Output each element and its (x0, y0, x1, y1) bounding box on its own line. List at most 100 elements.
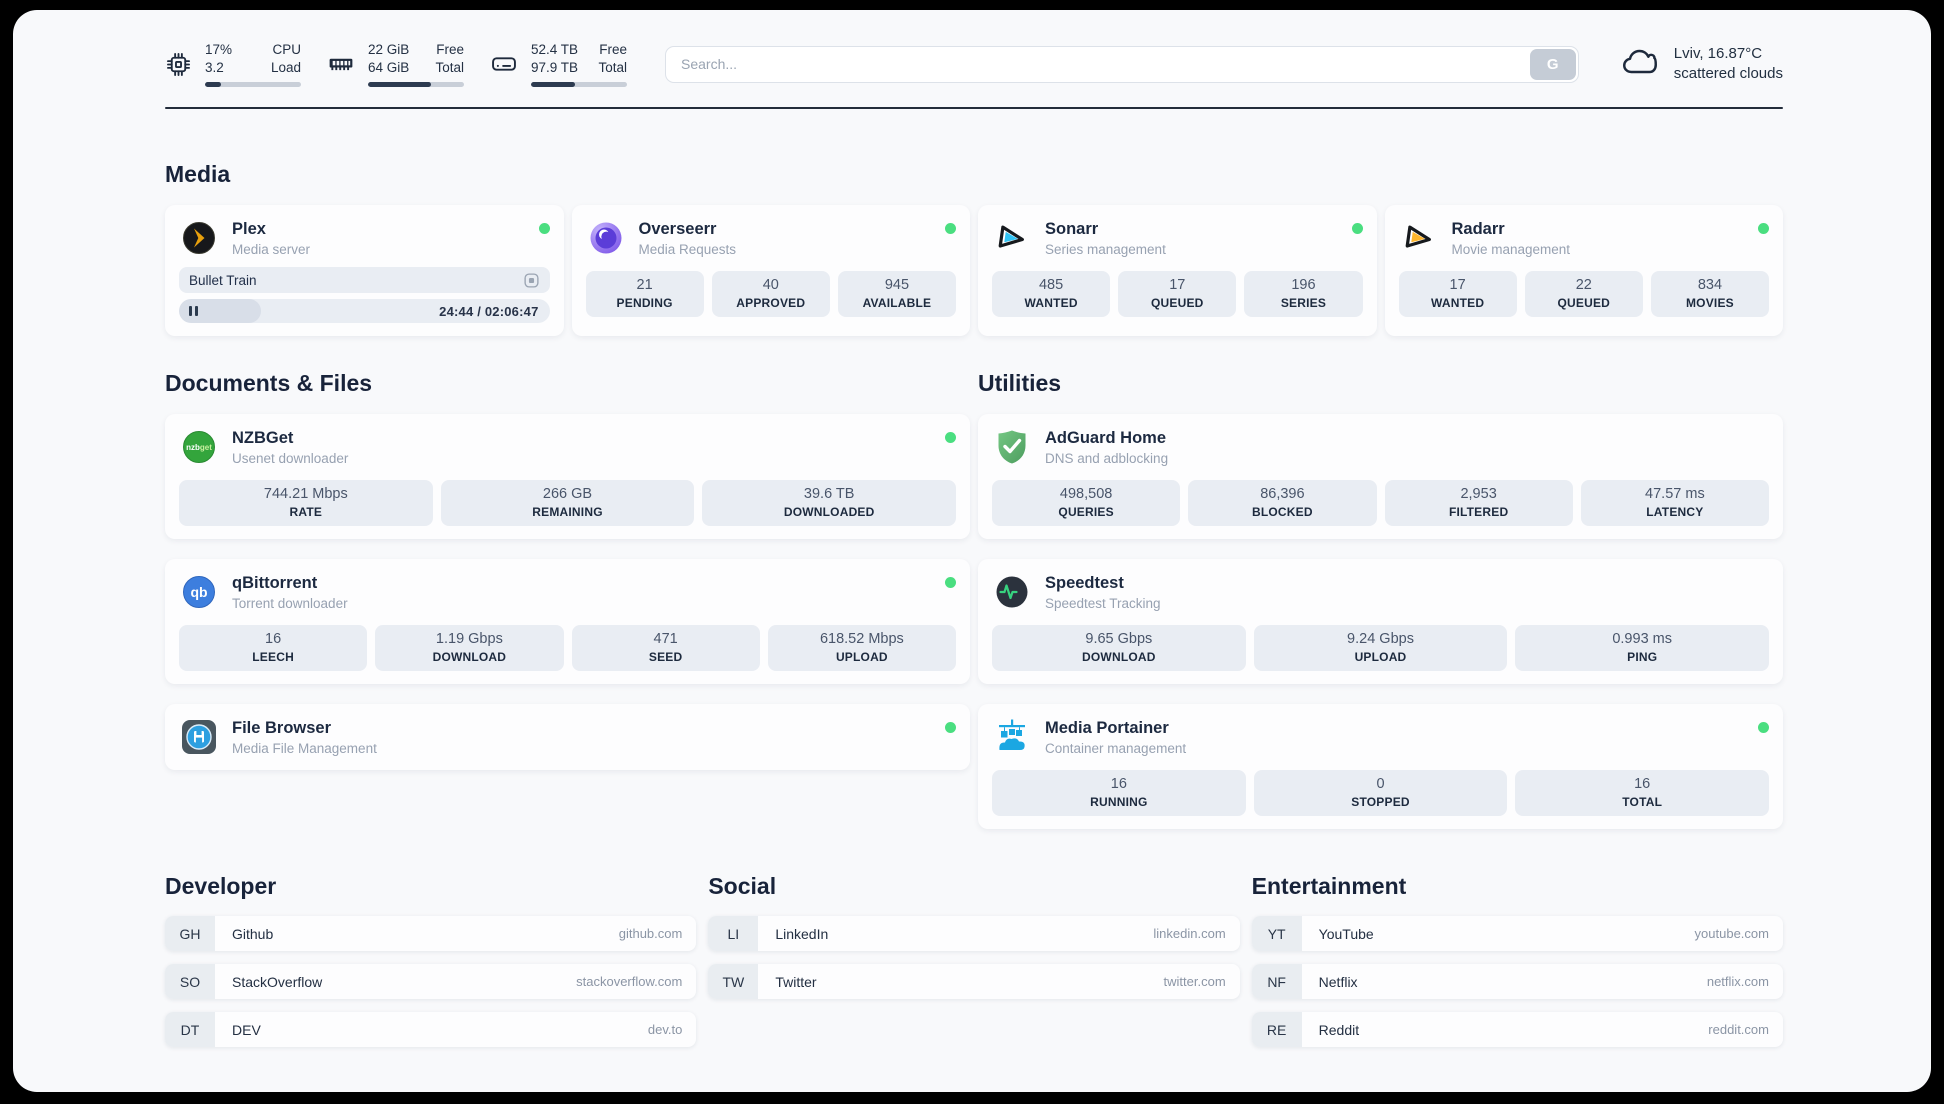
app-card-radarr[interactable]: Radarr Movie management 17 WANTED 22 QUEUE… (1384, 205, 1783, 336)
bookmark-abbr: RE (1251, 1012, 1302, 1047)
plex-icon (179, 218, 219, 258)
stat-queued: 17 QUEUED (1118, 271, 1237, 317)
search-bar: G (665, 45, 1579, 83)
app-card-filebrowser[interactable]: File Browser Media File Management (165, 704, 970, 770)
app-card-adguard[interactable]: AdGuard Home DNS and adblocking 498,508 Q… (978, 414, 1783, 539)
playback-progress-fill (179, 299, 262, 323)
bookmark-name: Netflix (1318, 973, 1358, 990)
stat-ping: 0.993 ms PING (1515, 625, 1770, 671)
section-title-documents: Documents & Files (165, 370, 373, 396)
stat-wanted: 17 WANTED (1398, 271, 1517, 317)
stat-series: 196 SERIES (1244, 271, 1363, 317)
dashboard-frame: 17% CPU 3.2 Load 22 GiB Free 64 GiB To (13, 10, 1931, 1092)
stat-remaining: 266 GB REMAINING (440, 480, 695, 526)
app-title: Speedtest (1045, 574, 1124, 592)
disk-free-value: 52.4 TB (531, 41, 579, 57)
stat-upload: 9.24 Gbps UPLOAD (1253, 625, 1508, 671)
app-card-sonarr[interactable]: Sonarr Series management 485 WANTED 17 QUE… (978, 205, 1377, 336)
bookmarks-social: Social LI LinkedIn linkedin.com TW Twitt… (708, 873, 1240, 1060)
now-playing-title: Bullet Train (189, 272, 257, 288)
bookmark-netflix[interactable]: NF Netflix netflix.com (1251, 964, 1783, 999)
stat-queued: 22 QUEUED (1524, 271, 1643, 317)
ram-resource-widget: 22 GiB Free 64 GiB Total (327, 41, 464, 88)
app-title: NZBGet (232, 429, 294, 447)
stat-movies: 834 MOVIES (1650, 271, 1770, 317)
app-card-portainer[interactable]: Media Portainer Container management 16 R… (978, 704, 1783, 829)
bookmark-stackoverflow[interactable]: SO StackOverflow stackoverflow.com (165, 964, 697, 999)
section-title-utilities: Utilities (978, 370, 1062, 396)
stat-rate: 744.21 Mbps RATE (179, 480, 433, 526)
playback-time: 24:44 / 02:06:47 (439, 303, 539, 319)
app-title: Radarr (1451, 220, 1505, 238)
bookmark-dev[interactable]: DT DEV dev.to (165, 1012, 697, 1047)
search-input[interactable] (665, 45, 1579, 83)
app-card-overseerr[interactable]: Overseerr Media Requests 21 PENDING 40 APP… (571, 205, 970, 336)
stop-button[interactable] (523, 272, 540, 289)
bookmark-youtube[interactable]: YT YouTube youtube.com (1251, 916, 1783, 951)
bookmark-name: DEV (232, 1021, 261, 1038)
stat-download: 1.19 Gbps DOWNLOAD (375, 625, 564, 671)
app-card-speedtest[interactable]: Speedtest Speedtest Tracking 9.65 Gbps DO… (978, 559, 1783, 684)
section-title-media: Media (165, 161, 231, 187)
cpu-resource-widget: 17% CPU 3.2 Load (165, 41, 301, 88)
status-online-dot (945, 577, 956, 588)
bookmark-abbr: LI (708, 916, 759, 951)
stat-leech: 16 LEECH (179, 625, 368, 671)
stat-running: 16 RUNNING (992, 770, 1246, 816)
radarr-icon (1399, 218, 1439, 258)
bookmark-twitter[interactable]: TW Twitter twitter.com (708, 964, 1240, 999)
overseerr-icon (586, 218, 626, 258)
status-online-dot (945, 722, 956, 733)
status-online-dot (1758, 223, 1769, 234)
app-subtitle: Container management (1045, 740, 1187, 756)
bookmark-url: dev.to (647, 1022, 683, 1037)
bookmarks-entertainment: Entertainment YT YouTube youtube.com NF … (1251, 873, 1783, 1060)
stat-downloaded: 39.6 TB DOWNLOADED (702, 480, 957, 526)
search-provider-button[interactable]: G (1529, 48, 1576, 80)
disk-total-label: Total (598, 59, 627, 75)
section-title-entertainment: Entertainment (1251, 873, 1407, 899)
ram-progress-bar (368, 82, 464, 88)
stat-upload: 618.52 Mbps UPLOAD (767, 625, 956, 671)
status-online-dot (1351, 223, 1363, 234)
nzbget-icon: nzbget (179, 427, 219, 467)
app-subtitle: Speedtest Tracking (1045, 595, 1161, 611)
bookmark-abbr: SO (165, 964, 215, 999)
portainer-icon (992, 717, 1032, 757)
filebrowser-icon (179, 717, 219, 757)
stat-available: 945 AVAILABLE (837, 271, 957, 317)
bookmark-github[interactable]: GH Github github.com (165, 916, 697, 951)
playback-progress-bar[interactable]: 24:44 / 02:06:47 (179, 299, 550, 323)
app-card-plex[interactable]: Plex Media server Bullet Train 24:44 / 0… (165, 205, 564, 336)
bookmark-name: YouTube (1318, 925, 1374, 942)
cloud-icon (1619, 45, 1661, 83)
app-title: Media Portainer (1045, 719, 1169, 737)
bookmark-url: twitter.com (1163, 974, 1226, 989)
app-title: Sonarr (1045, 220, 1099, 238)
ram-total-label: Total (435, 59, 464, 75)
bookmark-reddit[interactable]: RE Reddit reddit.com (1251, 1012, 1783, 1047)
app-card-nzbget[interactable]: nzbget NZBGet Usenet downloader 744.21 M… (165, 414, 970, 539)
bookmark-name: Github (232, 925, 274, 942)
weather-condition: scattered clouds (1673, 65, 1783, 82)
disk-progress-bar (531, 82, 627, 88)
cpu-load-label: Load (270, 59, 301, 75)
bookmark-name: StackOverflow (232, 973, 323, 990)
top-bar: 17% CPU 3.2 Load 22 GiB Free 64 GiB To (165, 34, 1783, 94)
app-card-qbittorrent[interactable]: qb qBittorrent Torrent downloader 16 LEEC… (165, 559, 970, 684)
cpu-load-value: 3.2 (205, 59, 224, 75)
app-subtitle: Usenet downloader (232, 450, 349, 466)
bookmark-linkedin[interactable]: LI LinkedIn linkedin.com (708, 916, 1240, 951)
bookmark-url: linkedin.com (1153, 926, 1226, 941)
bookmark-url: github.com (618, 926, 683, 941)
ram-free-value: 22 GiB (368, 41, 410, 57)
adguard-icon (992, 427, 1032, 467)
weather-location-temp: Lviv, 16.87°C (1673, 44, 1763, 62)
speedtest-icon (992, 572, 1032, 612)
disk-resource-widget: 52.4 TB Free 97.9 TB Total (490, 41, 627, 88)
status-online-dot (945, 223, 956, 234)
app-subtitle: Media server (232, 241, 311, 257)
sonarr-icon (992, 218, 1032, 258)
app-subtitle: DNS and adblocking (1045, 450, 1169, 466)
bookmark-name: Twitter (775, 973, 817, 990)
